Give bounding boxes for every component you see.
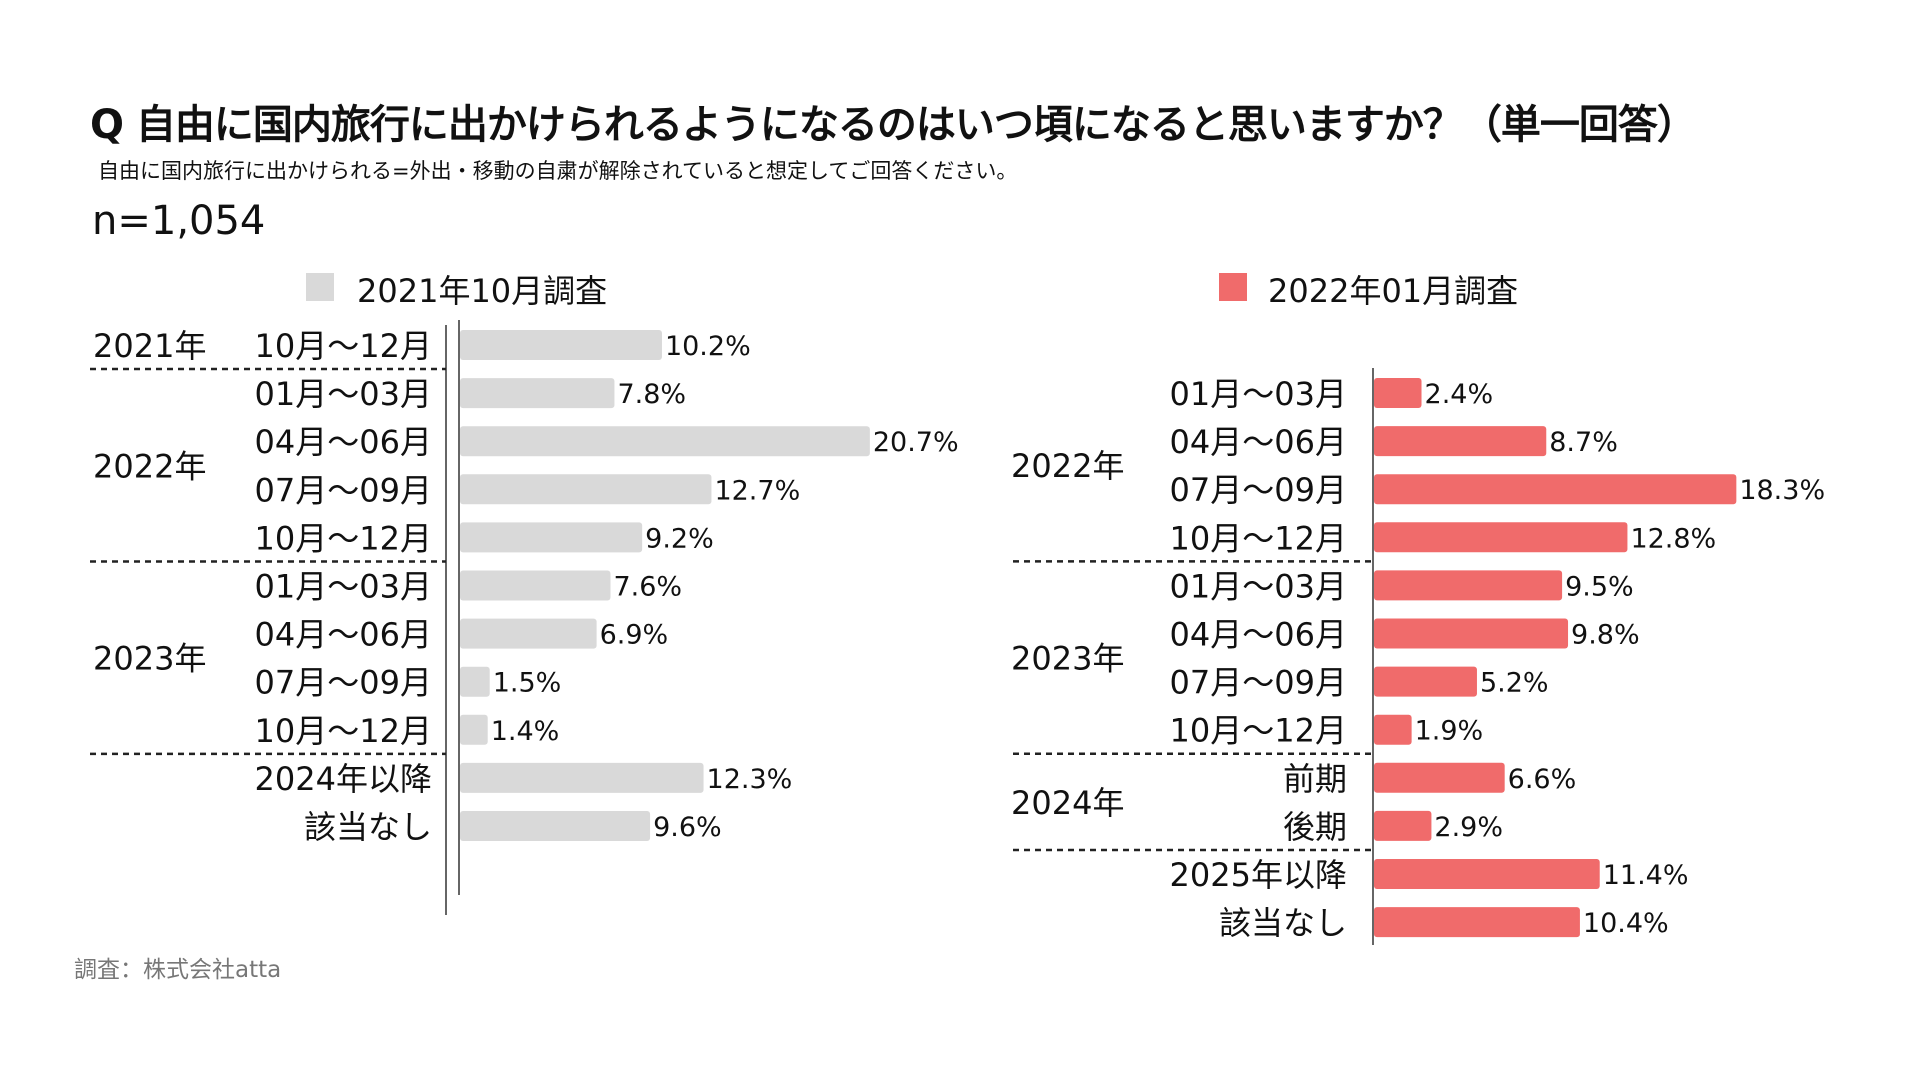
category-label: 04月～06月 — [255, 616, 432, 654]
category-label: 10月～12月 — [255, 519, 432, 557]
category-label: 10月～12月 — [1170, 712, 1347, 750]
value-label: 7.8% — [617, 379, 686, 410]
bar — [460, 426, 870, 457]
value-label: 6.6% — [1508, 764, 1577, 795]
year-group-label: 2024年 — [1011, 784, 1124, 822]
category-label: 07月～09月 — [255, 471, 432, 509]
value-label: 1.4% — [491, 716, 560, 747]
bar — [1374, 907, 1580, 938]
year-group-label: 2023年 — [93, 640, 206, 678]
category-label: 01月～03月 — [255, 568, 432, 606]
value-label: 1.9% — [1415, 716, 1484, 747]
year-group-label: 2022年 — [1011, 447, 1124, 485]
legend-swatch-2021-oct — [306, 273, 334, 301]
bar — [1374, 666, 1477, 697]
year-group-label: 2023年 — [1011, 640, 1124, 678]
bar — [1374, 522, 1628, 553]
category-label: 10月～12月 — [1170, 519, 1347, 557]
value-label: 6.9% — [600, 620, 669, 651]
bar — [460, 618, 597, 649]
bar — [1374, 859, 1600, 889]
category-label: 2025年以降 — [1170, 856, 1347, 894]
value-label: 9.6% — [653, 812, 722, 843]
category-label: 01月～03月 — [1170, 375, 1347, 413]
bar — [460, 762, 704, 793]
bar — [460, 474, 712, 505]
category-label: 04月～06月 — [255, 423, 432, 461]
category-label: 01月～03月 — [255, 375, 432, 413]
bar — [460, 378, 615, 409]
value-label: 2.4% — [1425, 379, 1494, 410]
category-label: 04月～06月 — [1170, 616, 1347, 654]
category-label: 10月～12月 — [255, 327, 432, 365]
category-label: 07月～09月 — [1170, 471, 1347, 509]
value-label: 12.7% — [714, 475, 800, 506]
chart-subtitle: 自由に国内旅行に出かけられる=外出・移動の自粛が解除されていると想定してご回答く… — [98, 159, 1018, 183]
bar — [460, 570, 611, 601]
value-label: 8.7% — [1549, 427, 1618, 458]
bar — [1374, 570, 1563, 601]
value-label: 9.2% — [645, 523, 714, 554]
category-label: 前期 — [1283, 760, 1347, 798]
sample-size: n=1,054 — [92, 198, 266, 244]
value-label: 2.9% — [1434, 812, 1503, 843]
value-label: 11.4% — [1603, 860, 1689, 891]
bar — [1374, 378, 1422, 408]
bar — [1374, 426, 1547, 457]
value-label: 1.5% — [493, 668, 562, 699]
value-label: 10.4% — [1583, 908, 1669, 939]
source-credit: 調査：株式会社atta — [74, 957, 282, 983]
value-label: 5.2% — [1480, 668, 1549, 699]
value-label: 9.5% — [1565, 571, 1634, 602]
value-label: 10.2% — [665, 331, 751, 362]
value-label: 12.8% — [1630, 523, 1716, 554]
category-label: 07月～09月 — [255, 664, 432, 702]
value-label: 12.3% — [707, 764, 793, 795]
bar — [460, 714, 488, 745]
category-label: 2024年以降 — [255, 760, 432, 798]
value-label: 20.7% — [873, 427, 959, 458]
legend-label-2021-oct: 2021年10月調査 — [357, 272, 608, 310]
legend-swatch-2022-jan — [1219, 273, 1247, 301]
year-group-label: 2022年 — [93, 447, 206, 485]
bar — [1374, 618, 1569, 649]
bar — [460, 330, 662, 360]
value-label: 9.8% — [1571, 620, 1640, 651]
legend-label-2022-jan: 2022年01月調査 — [1268, 272, 1519, 310]
value-label: 7.6% — [613, 572, 682, 603]
category-label: 07月～09月 — [1170, 664, 1347, 702]
bar — [460, 522, 643, 553]
category-label: 該当なし — [304, 808, 432, 846]
chart-title: Q 自由に国内旅行に出かけられるようになるのはいつ頃になると思いますか？（単一回… — [90, 102, 1697, 148]
category-label: 該当なし — [1219, 904, 1347, 942]
category-label: 04月～06月 — [1170, 423, 1347, 461]
category-label: 後期 — [1283, 808, 1347, 846]
bar — [460, 666, 490, 697]
bar — [1374, 810, 1432, 841]
category-label: 01月～03月 — [1170, 567, 1347, 605]
bar — [460, 811, 651, 841]
bar — [1374, 474, 1737, 505]
category-label: 10月～12月 — [255, 712, 432, 750]
year-group-label: 2021年 — [93, 327, 206, 365]
value-label: 18.3% — [1739, 475, 1825, 506]
bar — [1374, 714, 1412, 745]
bar — [1374, 762, 1505, 793]
